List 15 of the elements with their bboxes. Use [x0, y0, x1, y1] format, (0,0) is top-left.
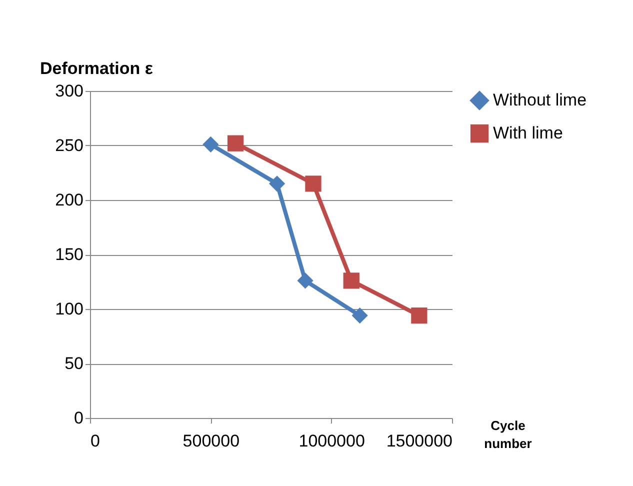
- y-tick-label: 300: [55, 82, 84, 100]
- x-tick-label: 1000000: [298, 432, 365, 450]
- legend-label: Without lime: [493, 90, 587, 110]
- x-tick-label: 500000: [182, 432, 240, 450]
- y-tick-label: 250: [55, 136, 84, 155]
- legend-label: With lime: [493, 124, 563, 142]
- y-tick-label: 200: [55, 190, 84, 210]
- x-axis-title: Cycle number: [484, 418, 532, 451]
- x-tick-label: 1500000: [386, 432, 452, 450]
- x-tick-label: 0: [90, 432, 100, 450]
- y-tick-label: 50: [64, 354, 84, 373]
- y-axis-title: Deformation ε: [40, 59, 153, 78]
- y-tick-label: 100: [55, 300, 84, 318]
- y-tick-label: 0: [74, 408, 84, 428]
- y-tick-label: 150: [55, 245, 84, 264]
